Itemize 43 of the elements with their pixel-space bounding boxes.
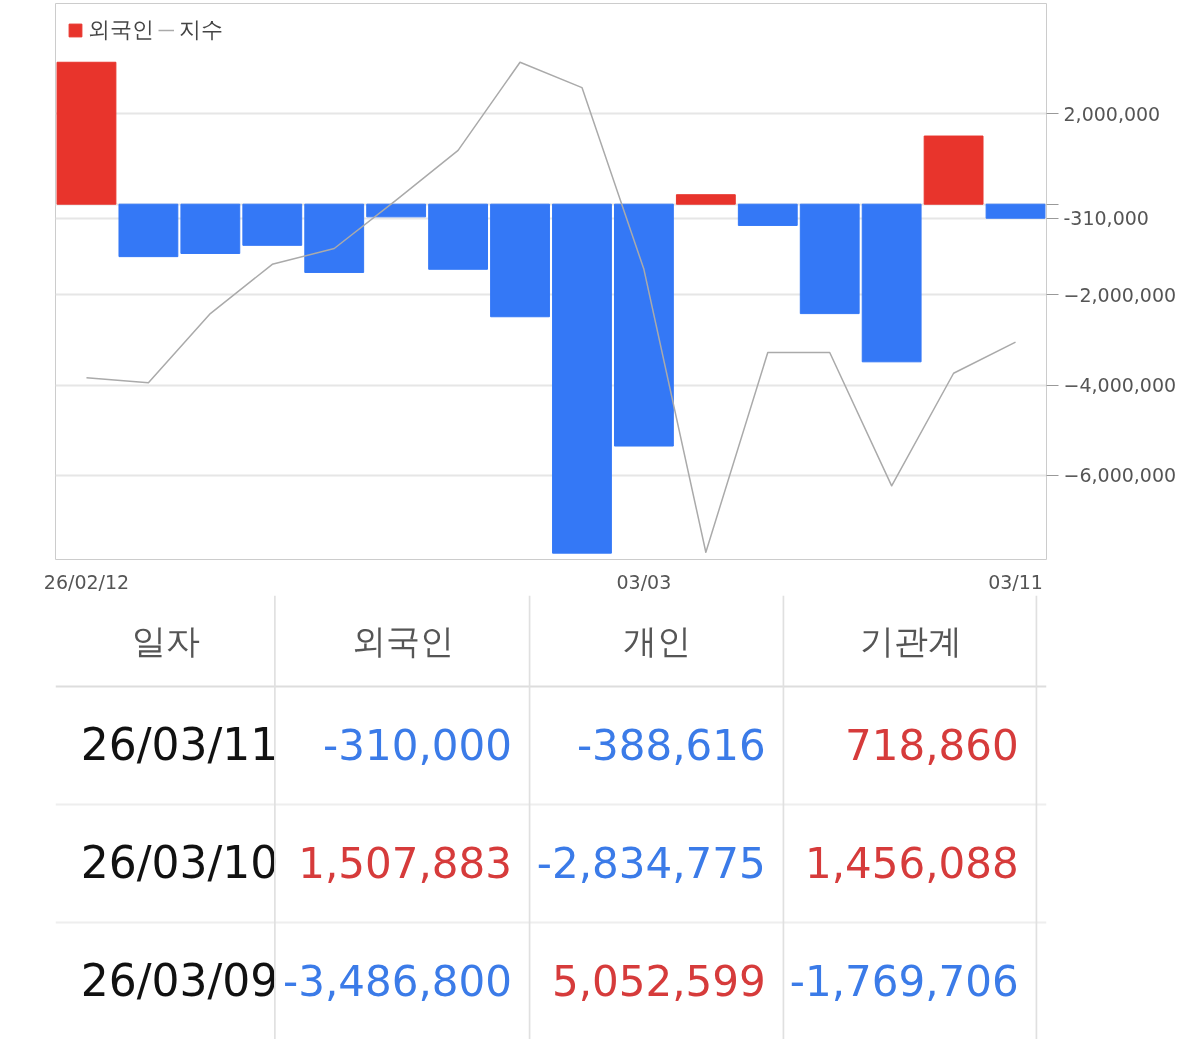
bar <box>56 61 117 205</box>
data-label: 1,507,883 <box>298 839 512 888</box>
legend-label: 지수 <box>179 16 223 44</box>
data-label: -3,486,800 <box>283 957 512 1006</box>
y-tick-label: 2,000,000 <box>1063 102 1161 125</box>
bar <box>118 203 179 258</box>
x-tick-label: 26/02/12 <box>43 570 130 593</box>
bar <box>366 203 427 218</box>
x-tick-label: 외국인 <box>352 620 455 661</box>
bar <box>799 203 860 315</box>
bar <box>861 203 922 363</box>
data-label: -1,769,706 <box>789 957 1019 1006</box>
data-label: -310,000 <box>323 721 512 770</box>
bar <box>675 194 736 205</box>
data-label: -2,834,775 <box>536 839 766 888</box>
legend-label: 외국인 <box>88 16 154 44</box>
y-tick-label: −4,000,000 <box>1063 374 1177 397</box>
bar <box>304 203 365 273</box>
y-tick-label: −6,000,000 <box>1063 464 1177 487</box>
bar <box>923 135 984 205</box>
x-tick-label: 개인 <box>623 620 692 661</box>
bar <box>613 203 674 447</box>
y-tick-label: 26/03/10 <box>80 837 279 888</box>
bar <box>490 203 550 318</box>
y-axis-title: 일자 <box>131 620 200 661</box>
bar <box>552 203 612 554</box>
data-label: 1,456,088 <box>805 839 1019 888</box>
data-label: 5,052,599 <box>552 957 766 1006</box>
bar <box>737 203 798 226</box>
line-series <box>85 61 1017 554</box>
data-label: -388,616 <box>576 721 766 770</box>
bar <box>180 203 241 254</box>
y-tick-label: −2,000,000 <box>1063 283 1177 306</box>
bar <box>242 203 303 246</box>
x-tick-label: 기관계 <box>859 620 962 661</box>
bar <box>428 203 489 270</box>
x-tick-label: 03/11 <box>988 570 1043 593</box>
data-label: 718,860 <box>845 721 1019 770</box>
x-tick-label: 03/03 <box>616 570 672 593</box>
bar <box>985 203 1046 219</box>
y-tick-label: 26/03/11 <box>80 719 279 770</box>
y-tick-label: -310,000 <box>1063 207 1149 230</box>
y-tick-label: 26/03/09 <box>80 955 279 1006</box>
